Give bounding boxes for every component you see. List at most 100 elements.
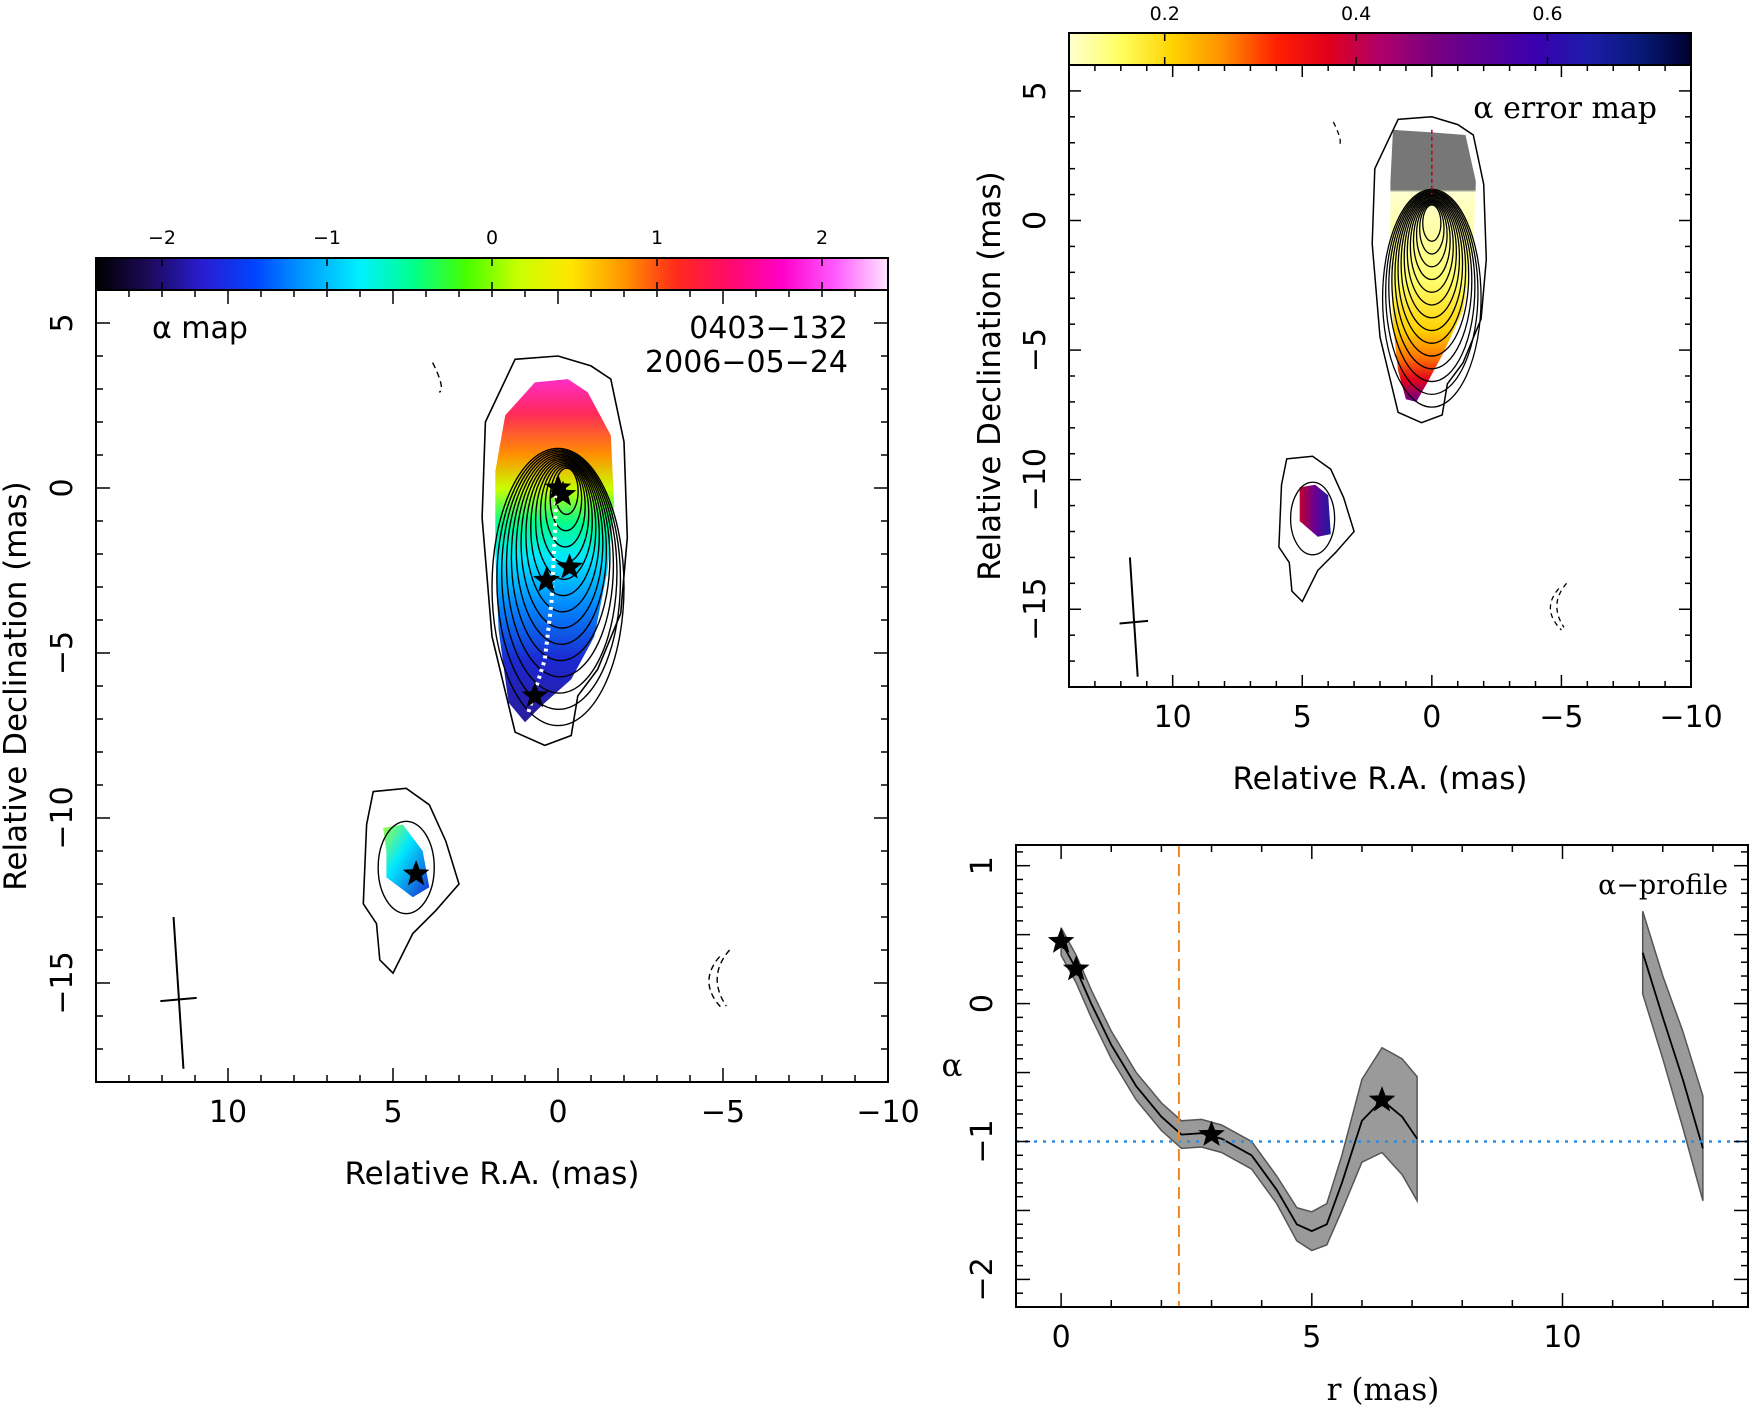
component-star [521,681,549,708]
contour-blob-outer [1278,455,1355,603]
alpha-profile-frame [1015,844,1749,1308]
x-tick-label: 0 [1052,1320,1071,1355]
contour-line [1397,194,1467,344]
contour-line [491,447,625,727]
y-tick-label: −10 [45,786,80,849]
y-tick-label: −15 [1018,578,1053,641]
error-map-label: α error map [1473,91,1657,126]
contour-line [510,453,611,662]
contour-line [534,461,593,581]
contour-line [1400,195,1464,332]
colorbar-tick-label: 1 [651,227,663,249]
contour-line [505,452,615,678]
profile-star [1368,1086,1396,1112]
error-colorbar-ticks: 0.2 0.4 0.6 [1150,3,1563,65]
contour-line [544,464,586,548]
alpha-profile-plot [1016,845,1748,1307]
alpha-map-ylabel: Relative Declination (mas) [0,481,34,891]
alpha-blob-emission [383,824,430,898]
component-star [402,860,430,886]
contour-blob-outer [362,787,460,975]
error-map-image [1119,116,1568,677]
x-tick-label: −10 [1659,700,1722,735]
contour-negative [431,362,443,393]
beam-minor [1119,619,1149,625]
x-tick-label: 5 [1293,700,1312,735]
component-star [544,474,572,500]
beam-minor [160,996,197,1003]
contour-line [525,458,601,613]
colorbar-tick-label: 0.4 [1341,3,1371,25]
contour-blob-inner [1289,481,1336,556]
alpha-profile-ylabel: α [942,1048,963,1084]
colorbar-tick-label: 0.6 [1532,3,1562,25]
contour-negative [708,949,731,1010]
alpha-map-image [160,355,731,1069]
contour-outer [481,355,629,747]
alpha-map-label: α map [152,311,248,346]
colorbar-tick-label: −1 [313,227,341,249]
profile-line [1060,941,1418,1233]
error-map-ylabel: Relative Declination (mas) [972,171,1008,581]
y-tick-label: −15 [45,951,80,1014]
contour-line [1412,200,1451,281]
component-star [549,480,577,506]
colorbar-tick-label: 2 [816,227,828,249]
error-band [1641,910,1704,1201]
contour-outer [1371,116,1488,424]
contour-line [1422,204,1442,242]
contour-line [1403,197,1461,319]
contour-line [1388,191,1476,383]
x-tick-label: 0 [548,1095,567,1130]
alpha-map-date: 2006−05−24 [645,345,848,380]
alpha-profile-label: α−profile [1598,870,1728,901]
contour-line [1406,198,1458,306]
x-tick-label: 5 [383,1095,402,1130]
alpha-profile-xlabel: r (mas) [1327,1372,1440,1408]
alpha-map-axes: 10 5 0 −5 −10 5 0 −5 −10 −15 [45,289,920,1130]
contour-line [1409,199,1454,293]
y-tick-label: 0 [965,994,1000,1013]
x-tick-label: 5 [1302,1320,1321,1355]
y-tick-label: 0 [1018,211,1053,230]
beam-major [172,916,185,1069]
error-blob-emission [1299,484,1331,537]
contour-line [1419,203,1445,255]
component-star [556,553,583,579]
x-tick-label: 10 [1543,1320,1581,1355]
component-star [533,566,560,592]
x-tick-label: 10 [209,1095,247,1130]
y-tick-label: 5 [45,313,80,332]
error-band [1060,927,1418,1252]
error-jet-emission [1390,129,1476,402]
colorbar-tick-label: −2 [148,227,176,249]
y-tick-label: −1 [965,1119,1000,1163]
contour-line [1385,189,1479,395]
contour-negative [1549,582,1568,631]
y-tick-label: −2 [965,1257,1000,1301]
x-tick-label: −5 [701,1095,745,1130]
y-tick-label: 0 [45,478,80,497]
profile-star [1047,927,1075,953]
y-tick-label: −10 [1018,448,1053,511]
colorbar-tick-label: 0.2 [1150,3,1180,25]
alpha-map-xlabel: Relative R.A. (mas) [344,1156,639,1192]
alpha-error-map-panel: 0.2 0.4 0.6 10 5 0 −5 −10 5 0 −5 −10 −15 α error ma… [972,3,1723,797]
alpha-map-source-name: 0403−132 [689,311,848,346]
profile-star [1198,1120,1225,1146]
x-tick-label: −5 [1539,700,1583,735]
x-tick-label: −10 [856,1095,919,1130]
y-tick-label: −5 [1018,328,1053,372]
contour-line [530,459,597,597]
contour-line [496,449,622,711]
alpha-colorbar-ticks: −2 −1 0 1 2 [148,227,828,290]
profile-line [1641,952,1704,1149]
error-map-xlabel: Relative R.A. (mas) [1232,761,1527,797]
ridge-line [526,487,559,713]
contour-line [520,456,604,629]
x-tick-label: 0 [1422,700,1441,735]
